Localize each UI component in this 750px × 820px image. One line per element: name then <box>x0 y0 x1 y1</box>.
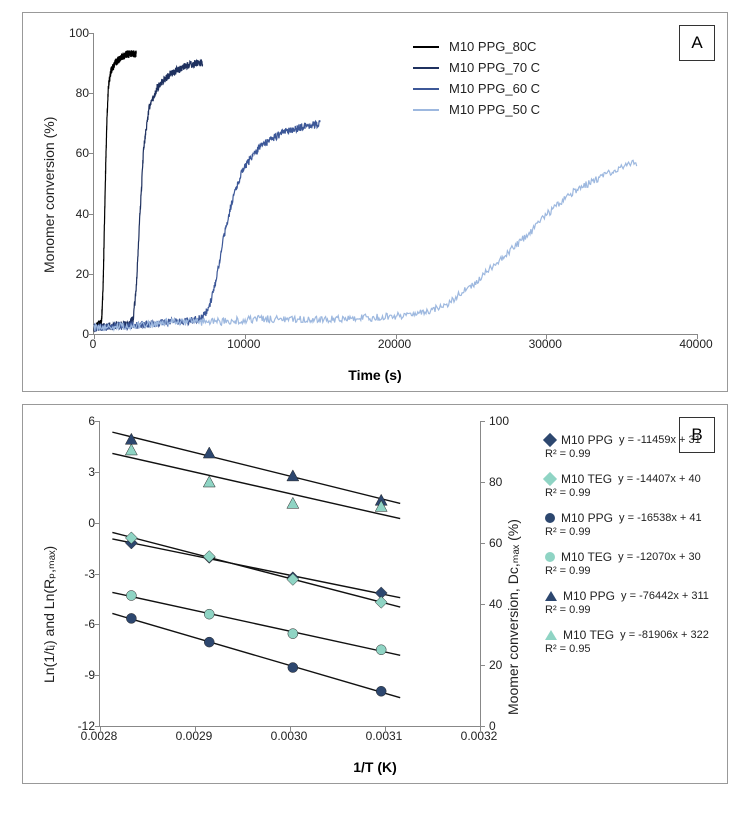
legend-r2: R² = 0.99 <box>545 487 713 499</box>
legend-entry: M10 TEG y = -81906x + 322 R² = 0.95 <box>545 628 713 655</box>
ytick-label-right: 20 <box>489 658 502 672</box>
legend-r2: R² = 0.99 <box>545 526 713 538</box>
legend-marker-icon <box>545 513 555 523</box>
legend-entry: M10 PPG y = -16538x + 41 R² = 0.99 <box>545 511 713 538</box>
legend-swatch <box>413 88 439 90</box>
xtick-label: 0.0030 <box>271 729 308 743</box>
xtick-label: 0.0031 <box>366 729 403 743</box>
xtick-label: 10000 <box>227 337 260 351</box>
ytick-label: 0 <box>39 327 89 341</box>
plot-area-a <box>93 33 697 335</box>
legend-equation: y = -81906x + 322 <box>620 629 709 641</box>
ytick-label: 100 <box>39 26 89 40</box>
panel-b-svg <box>100 421 480 726</box>
panel-a-svg <box>94 33 697 334</box>
legend-series-name: M10 TEG <box>563 628 614 642</box>
ytick-label-right: 60 <box>489 536 502 550</box>
legend-r2: R² = 0.99 <box>545 565 713 577</box>
panel-a-y-title: Monomer conversion (%) <box>41 117 57 273</box>
legend-row: M10 PPG_50 C <box>413 102 540 117</box>
panel-a-label: A <box>679 25 715 61</box>
ytick-label-left: -6 <box>45 617 95 631</box>
legend-swatch <box>413 109 439 111</box>
xtick-label: 40000 <box>679 337 712 351</box>
legend-series-name: M10 TEG <box>561 472 612 486</box>
panel-b-x-title: 1/T (K) <box>353 759 397 775</box>
legend-equation: y = -12070x + 30 <box>618 551 701 563</box>
xtick-label: 30000 <box>529 337 562 351</box>
legend-marker-icon <box>543 433 557 447</box>
legend-row: M10 PPG_70 C <box>413 60 540 75</box>
ytick-label-right: 80 <box>489 475 502 489</box>
panel-a-x-title: Time (s) <box>348 367 401 383</box>
legend-equation: y = -14407x + 40 <box>618 473 701 485</box>
ytick-label-left: 3 <box>45 465 95 479</box>
xtick-label: 20000 <box>378 337 411 351</box>
legend-entry: M10 TEG y = -14407x + 40 R² = 0.99 <box>545 472 713 499</box>
ytick-label-right: 100 <box>489 414 509 428</box>
legend-row: M10 PPG_60 C <box>413 81 540 96</box>
ytick-label-right: 0 <box>489 719 496 733</box>
legend-series-name: M10 PPG <box>561 511 613 525</box>
legend-r2: R² = 0.95 <box>545 643 713 655</box>
legend-swatch <box>413 67 439 69</box>
legend-series-name: M10 PPG <box>563 589 615 603</box>
legend-label: M10 PPG_60 C <box>449 81 540 96</box>
legend-row: M10 PPG_80C <box>413 39 540 54</box>
xtick-label: 0 <box>90 337 97 351</box>
legend-series-name: M10 TEG <box>561 550 612 564</box>
plot-area-b <box>99 421 481 727</box>
ytick-label-left: -12 <box>45 719 95 733</box>
legend-marker-icon <box>545 552 555 562</box>
ytick-label: 60 <box>39 146 89 160</box>
ytick-label-right: 40 <box>489 597 502 611</box>
legend-marker-icon <box>545 591 557 601</box>
xtick-label: 0.0029 <box>176 729 213 743</box>
legend-equation: y = -76442x + 311 <box>621 590 709 602</box>
panel-b: Ln(1/tᵢ) and Ln(Rₚ,ₘₐₓ) Moomer conversio… <box>22 404 728 784</box>
legend-entry: M10 TEG y = -12070x + 30 R² = 0.99 <box>545 550 713 577</box>
ytick-label-left: -3 <box>45 567 95 581</box>
ytick-label: 40 <box>39 207 89 221</box>
ytick-label: 20 <box>39 267 89 281</box>
ytick-label-left: 0 <box>45 516 95 530</box>
legend-equation: y = -11459x + 31 <box>619 434 701 446</box>
legend-r2: R² = 0.99 <box>545 448 713 460</box>
panel-b-legend: M10 PPGy = -11459x + 31R² = 0.99M10 TEGy… <box>545 433 713 667</box>
legend-entry: M10 PPG y = -11459x + 31 R² = 0.99 <box>545 433 713 460</box>
legend-equation: y = -16538x + 41 <box>619 512 702 524</box>
ytick-label-left: 6 <box>45 414 95 428</box>
panel-a: Monomer conversion (%) Time (s) A M10 PP… <box>22 12 728 392</box>
legend-label: M10 PPG_80C <box>449 39 536 54</box>
legend-marker-icon <box>543 472 557 486</box>
legend-series-name: M10 PPG <box>561 433 613 447</box>
panel-b-y-title-right: Moomer conversion, Dᴄ,ₘₐₓ (%) <box>505 519 522 715</box>
legend-label: M10 PPG_50 C <box>449 102 540 117</box>
panel-a-legend: M10 PPG_80C M10 PPG_70 C M10 PPG_60 C M10 P… <box>413 39 540 123</box>
legend-marker-icon <box>545 630 557 640</box>
legend-entry: M10 PPG y = -76442x + 311 R² = 0.99 <box>545 589 713 616</box>
legend-label: M10 PPG_70 C <box>449 60 540 75</box>
legend-swatch <box>413 46 439 48</box>
ytick-label-left: -9 <box>45 668 95 682</box>
legend-r2: R² = 0.99 <box>545 604 713 616</box>
ytick-label: 80 <box>39 86 89 100</box>
